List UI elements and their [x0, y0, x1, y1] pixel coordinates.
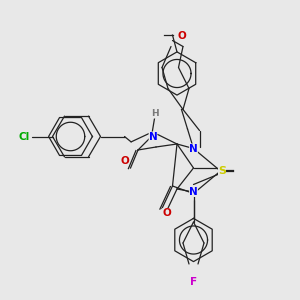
- Text: H: H: [151, 110, 158, 118]
- Text: N: N: [189, 187, 198, 197]
- Text: N: N: [189, 143, 198, 154]
- Text: O: O: [177, 31, 186, 41]
- Text: N: N: [148, 131, 158, 142]
- Text: Cl: Cl: [18, 131, 30, 142]
- Text: S: S: [218, 166, 226, 176]
- Text: O: O: [120, 155, 129, 166]
- Text: F: F: [190, 277, 197, 287]
- Text: O: O: [162, 208, 171, 218]
